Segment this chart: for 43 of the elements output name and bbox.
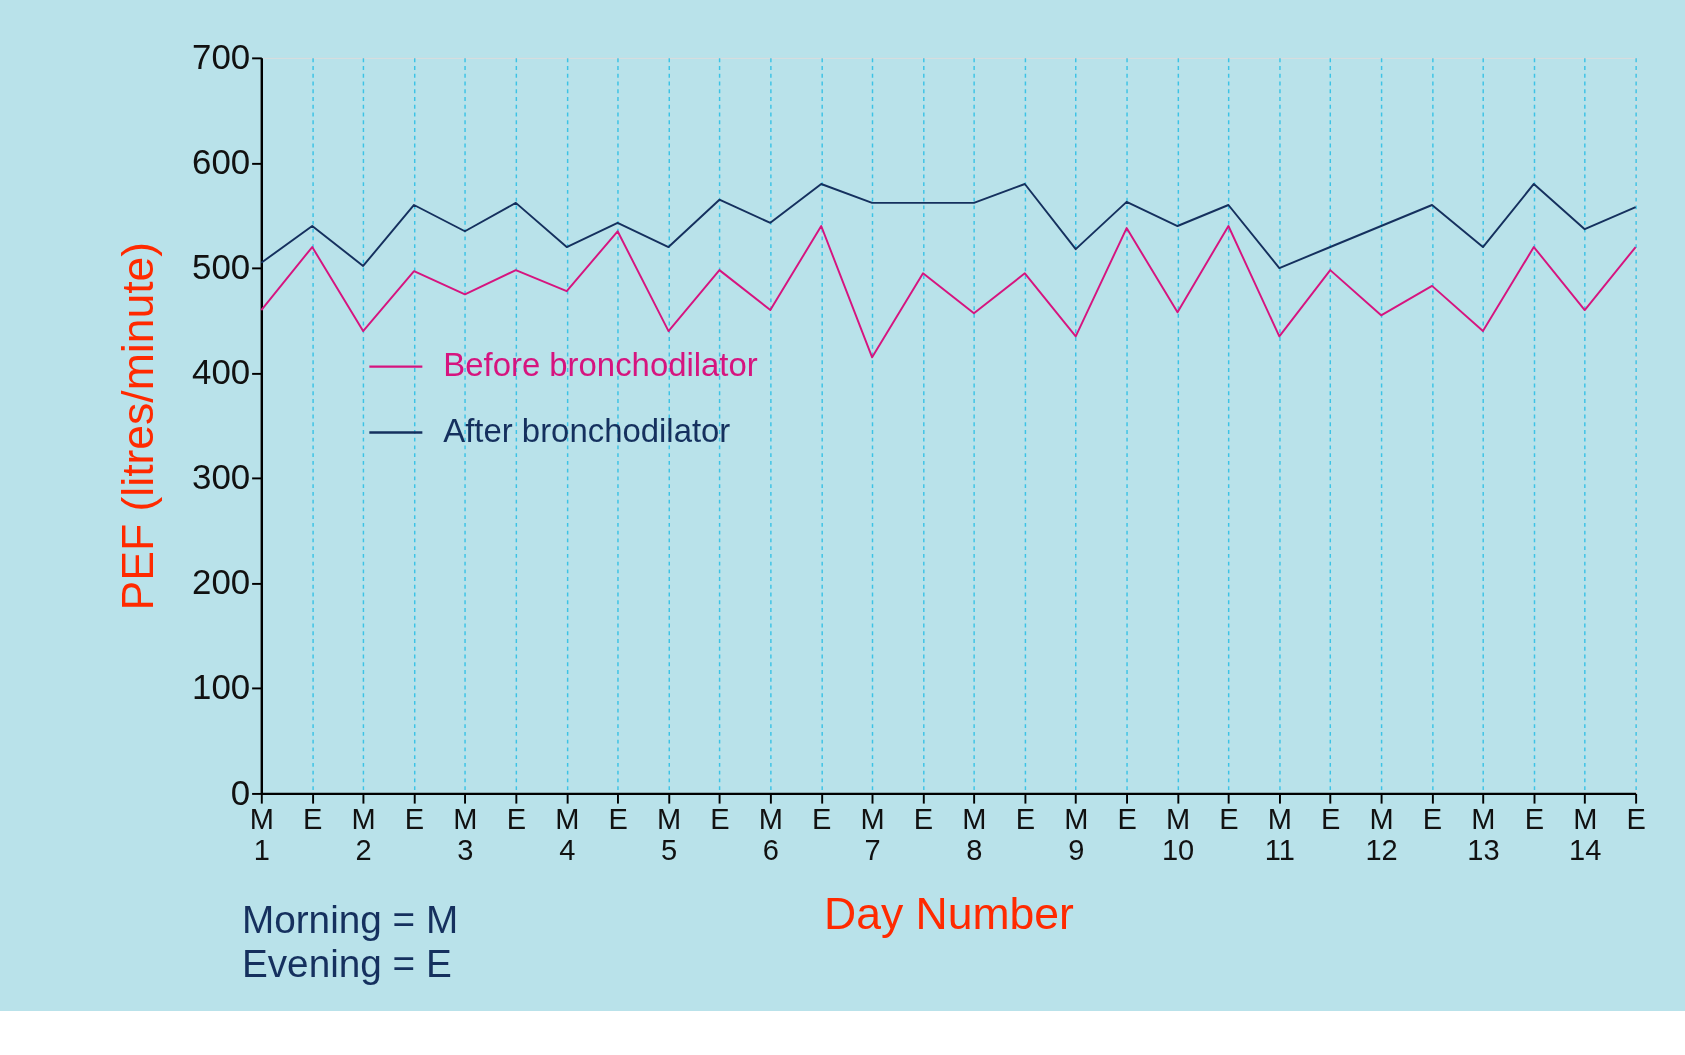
x-tick-label: M 4 — [555, 802, 580, 866]
x-tick-label: M 6 — [758, 802, 783, 866]
y-tick-label: 600 — [192, 142, 251, 182]
x-tick-label: E — [1117, 802, 1137, 835]
y-tick-label: 500 — [192, 247, 251, 287]
y-tick-label: 0 — [230, 772, 251, 812]
x-tick-label: E — [1219, 802, 1239, 835]
y-tick-label: 700 — [192, 37, 251, 77]
y-tick-label: 300 — [192, 457, 251, 497]
y-tick-label: 200 — [192, 562, 251, 602]
x-tick-label: M 8 — [962, 802, 987, 866]
y-axis-title: PEF (litres/minute) — [113, 241, 163, 611]
x-tick-label: M 5 — [656, 802, 682, 866]
x-tick-label: E — [812, 802, 832, 835]
x-tick-label: M 13 — [1467, 802, 1500, 866]
x-tick-label: E — [608, 802, 628, 835]
x-tick-label: E — [1626, 802, 1646, 835]
x-tick-label: E — [1422, 802, 1443, 835]
x-tick-label: M 7 — [860, 802, 885, 866]
x-tick-label: E — [1015, 802, 1035, 835]
text: Evening = E — [241, 941, 452, 985]
y-tick-label: 400 — [192, 352, 251, 392]
x-tick-label: E — [1524, 802, 1544, 835]
x-tick-label: E — [913, 802, 934, 835]
x-tick-label: M 14 — [1569, 802, 1602, 866]
line-series — [260, 183, 1637, 270]
legend-label: Before bronchodilator — [443, 346, 758, 384]
x-tick-label: M 11 — [1264, 802, 1295, 866]
x-tick-label: E — [1321, 802, 1341, 835]
x-tick-label: E — [303, 802, 323, 835]
legend-label: After bronchodilator — [443, 412, 731, 450]
x-tick-label: M 9 — [1064, 802, 1089, 866]
x-tick-label: M 12 — [1365, 802, 1398, 866]
x-tick-label: M 3 — [453, 802, 478, 866]
x-tick-label: E — [404, 802, 425, 835]
x-tick-label: M 2 — [351, 802, 376, 866]
y-tick-label: 100 — [192, 667, 251, 707]
x-tick-label: M 1 — [249, 802, 274, 866]
x-tick-label: M 10 — [1161, 802, 1195, 866]
x-tick-label: E — [710, 802, 730, 835]
x-axis-title: Day Number — [824, 889, 1075, 939]
text: Morning = M — [241, 898, 459, 942]
x-tick-label: E — [506, 802, 526, 835]
